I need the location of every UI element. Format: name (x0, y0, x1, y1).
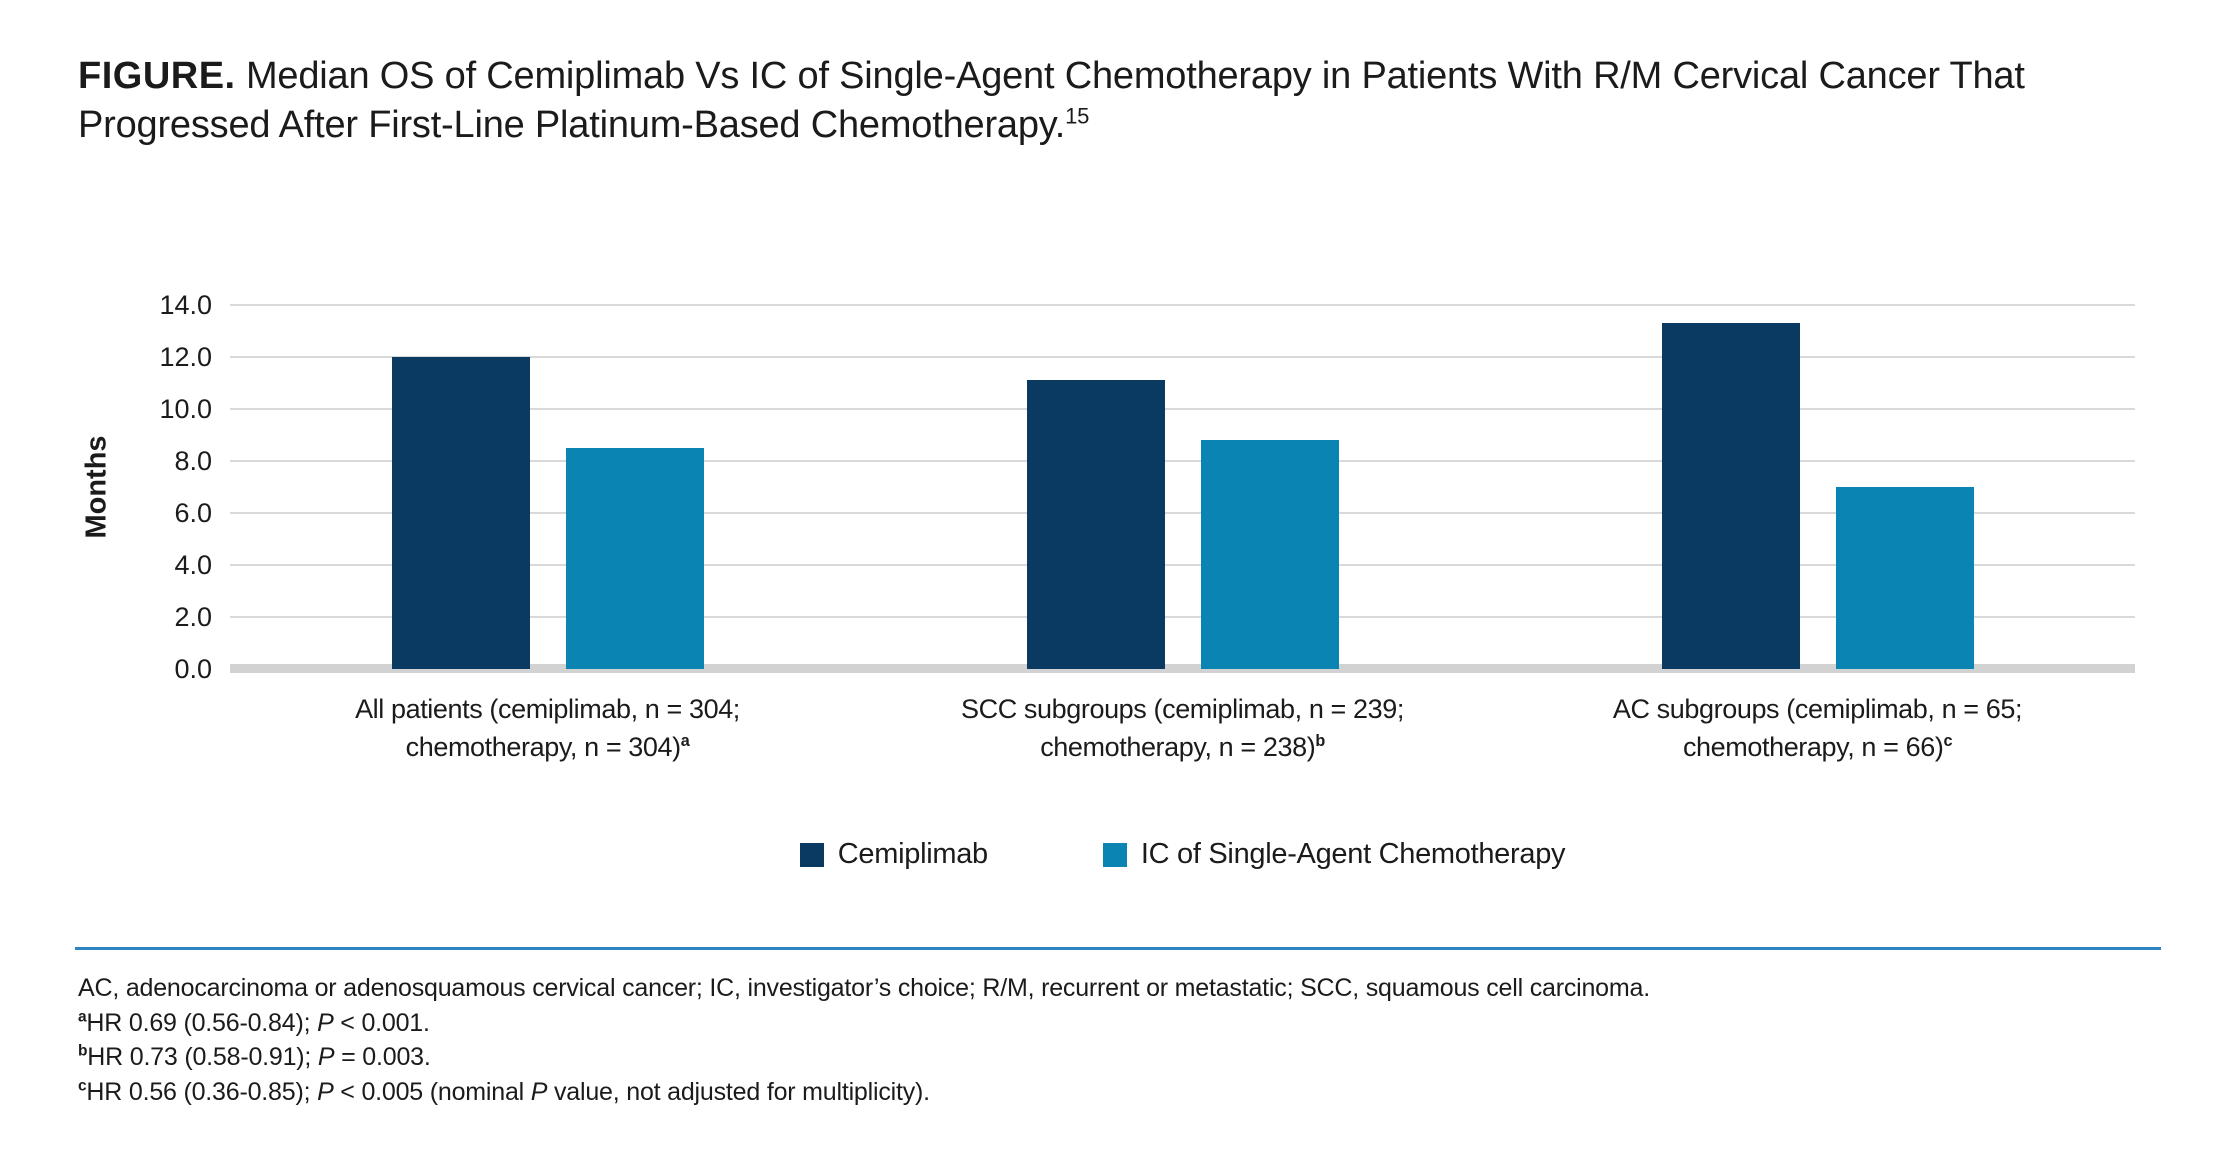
figure-reference-superscript: 15 (1065, 103, 1090, 129)
figure-title-text: Median OS of Cemiplimab Vs IC of Single-… (78, 55, 2025, 146)
footnote-mark: b (1315, 732, 1325, 750)
y-tick-label: 8.0 (174, 446, 212, 476)
gridline (230, 616, 2135, 618)
category-label: SCC subgroups (cemiplimab, n = 239; chemo… (865, 690, 1500, 766)
figure-title: FIGURE. Median OS of Cemiplimab Vs IC of… (78, 52, 2028, 150)
category-label: AC subgroups (cemiplimab, n = 65; chemoth… (1500, 690, 2135, 766)
category-label-line2: chemotherapy, n = 66)c (1682, 732, 1953, 762)
x-axis-baseline (230, 664, 2135, 673)
y-tick-label: 10.0 (159, 394, 212, 424)
plot-area (230, 304, 2135, 673)
footnote-mark: c (1943, 732, 1953, 750)
footnote-mark: c (78, 1077, 87, 1095)
category-label-line1: All patients (cemiplimab, n = 304; (355, 694, 740, 724)
legend-item: IC of Single-Agent Chemotherapy (1102, 838, 1566, 871)
footnote-line: aHR 0.69 (0.56-0.84); P < 0.001. (78, 1008, 430, 1037)
gridline (230, 460, 2135, 462)
legend-label: Cemiplimab (837, 838, 988, 870)
chart-legend: Cemiplimab IC of Single-Agent Chemotherap… (230, 838, 2135, 871)
bar-group (865, 305, 1500, 669)
footnote-mark: a (680, 732, 690, 750)
cemiplimab-swatch-icon (799, 842, 824, 867)
y-tick-label: 14.0 (159, 290, 212, 320)
bar-groups (230, 305, 2135, 669)
legend-label: IC of Single-Agent Chemotherapy (1140, 838, 1566, 870)
chemotherapy-bar (1200, 440, 1339, 669)
gridline (230, 304, 2135, 306)
cemiplimab-bar (1661, 323, 1800, 669)
gridline (230, 564, 2135, 566)
chemotherapy-bar (1835, 487, 1974, 669)
footnotes: AC, adenocarcinoma or adenosquamous cerv… (78, 971, 2178, 1109)
y-tick-label: 12.0 (159, 342, 212, 372)
gridline (230, 512, 2135, 514)
cemiplimab-bar (391, 357, 530, 669)
y-tick-label: 4.0 (174, 550, 212, 580)
chemotherapy-swatch-icon (1102, 842, 1127, 867)
figure-label: FIGURE. (78, 55, 236, 97)
category-label-line2: chemotherapy, n = 238)b (1040, 732, 1325, 762)
gridline (230, 356, 2135, 358)
category-label-line1: SCC subgroups (cemiplimab, n = 239; (961, 694, 1404, 724)
bar-group (230, 305, 865, 669)
gridline (230, 408, 2135, 410)
category-label: All patients (cemiplimab, n = 304; chemot… (230, 690, 865, 766)
y-tick-label: 2.0 (174, 602, 212, 632)
category-label-line1: AC subgroups (cemiplimab, n = 65; (1612, 694, 2023, 724)
legend-item: Cemiplimab (799, 838, 988, 871)
y-tick-label: 0.0 (174, 654, 212, 684)
cemiplimab-bar (1026, 380, 1165, 669)
footnote-line: cHR 0.56 (0.36-0.85); P < 0.005 (nominal… (78, 1077, 930, 1106)
category-label-line2: chemotherapy, n = 304)a (405, 732, 690, 762)
bar-group (1500, 305, 2135, 669)
footnote-divider-line (75, 947, 2161, 950)
footnote-mark: b (78, 1042, 88, 1060)
footnote-line: AC, adenocarcinoma or adenosquamous cerv… (78, 974, 1650, 1002)
x-axis-category-labels: All patients (cemiplimab, n = 304; chemot… (230, 690, 2135, 766)
chemotherapy-bar (565, 448, 704, 669)
y-tick-label: 6.0 (174, 498, 212, 528)
footnote-mark: a (78, 1008, 87, 1026)
y-axis-tick-labels: 14.0 12.0 10.0 8.0 6.0 4.0 2.0 0.0 (90, 290, 220, 684)
footnote-line: bHR 0.73 (0.58-0.91); P = 0.003. (78, 1042, 431, 1071)
